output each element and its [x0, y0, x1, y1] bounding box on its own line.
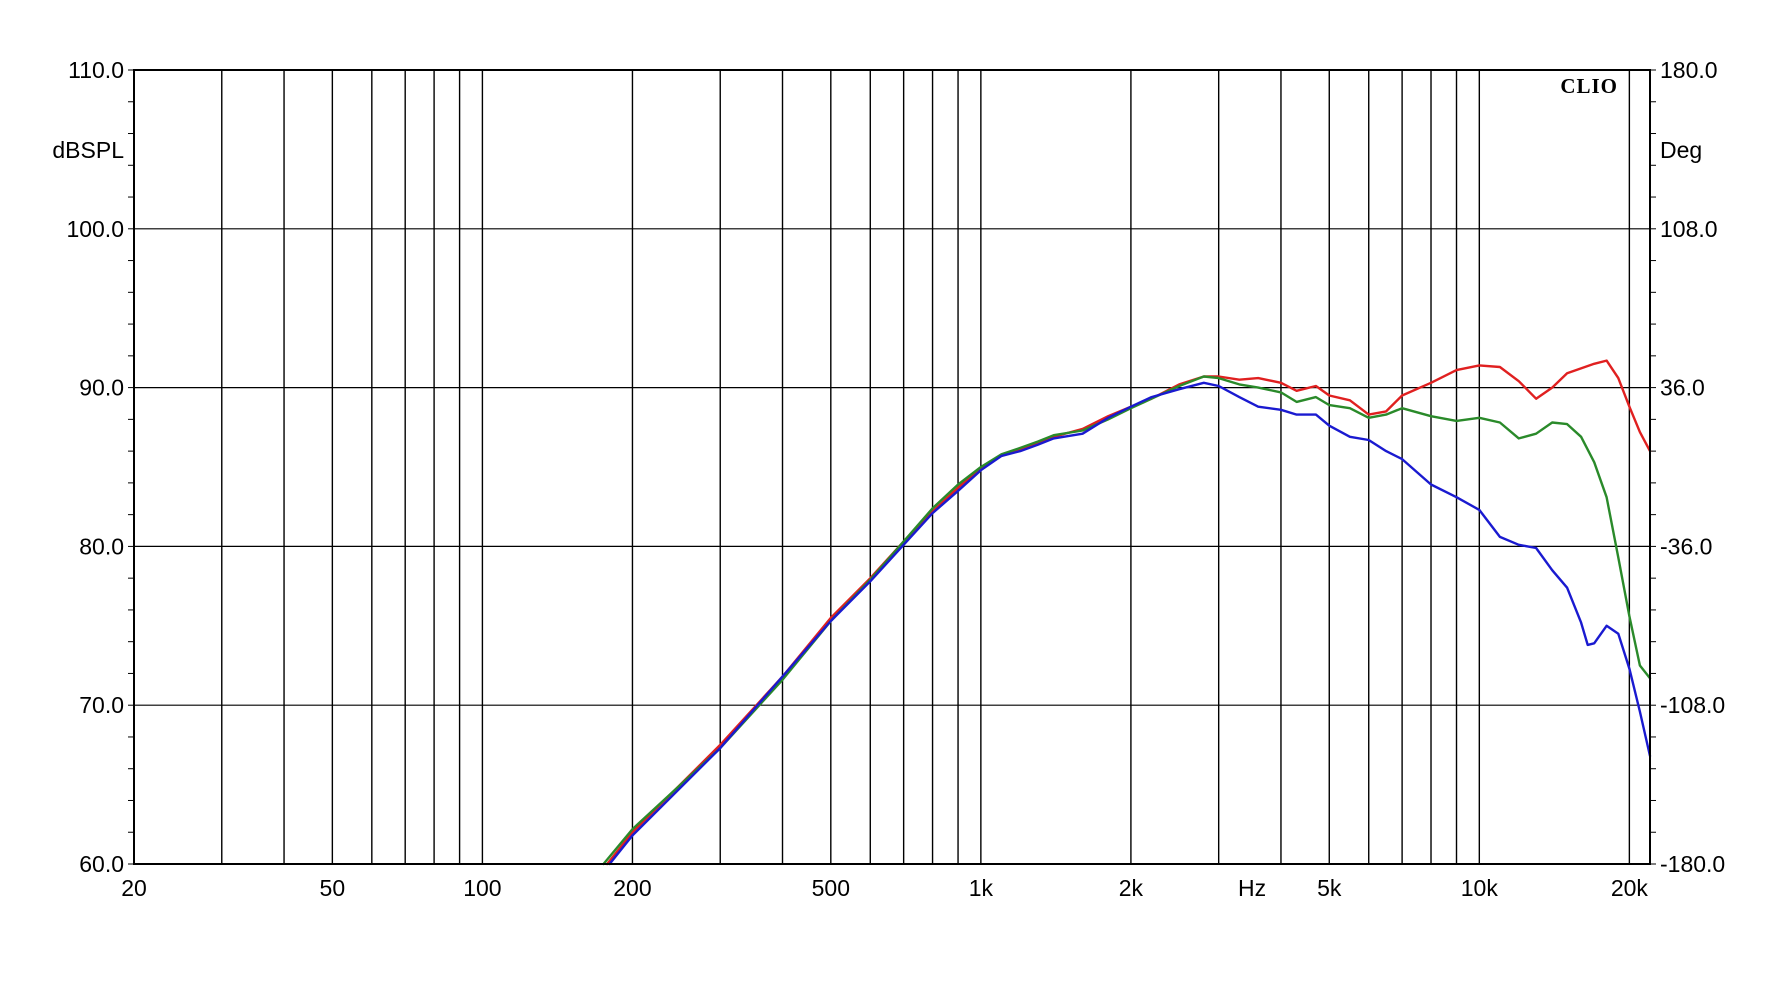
y-axis-right-unit: Deg	[1660, 137, 1702, 163]
plot-frame	[133, 69, 1651, 865]
x-tick-label: 1k	[969, 875, 994, 901]
y-left-tick-label: 90.0	[79, 375, 124, 401]
clio-brand-logo: CLIO	[1560, 74, 1618, 98]
series-layer	[602, 359, 1652, 866]
label-layer: dBSPL Deg Hz CLIO 20 50 100 200 500 1k 2k 5k 10k…	[52, 57, 1725, 901]
y-right-tick-label: -180.0	[1660, 851, 1725, 877]
y-left-tick-label: 60.0	[79, 851, 124, 877]
y-left-tick-label: 100.0	[66, 216, 124, 242]
x-tick-label: 5k	[1317, 875, 1342, 901]
y-axis-left-unit: dBSPL	[52, 137, 124, 163]
y-left-tick-label: 110.0	[68, 57, 124, 83]
series-line-1	[606, 359, 1652, 866]
x-tick-label: 200	[613, 875, 651, 901]
y-right-tick-label: -36.0	[1660, 533, 1712, 559]
x-tick-label: 10k	[1461, 875, 1499, 901]
y-right-tick-label: 36.0	[1660, 375, 1705, 401]
series-line-2	[602, 375, 1652, 866]
x-tick-label: 2k	[1119, 875, 1144, 901]
x-axis-unit: Hz	[1238, 875, 1266, 901]
x-tick-label: 50	[320, 875, 346, 901]
y-right-tick-label: -108.0	[1660, 692, 1725, 718]
x-tick-label: 100	[463, 875, 501, 901]
x-tick-label: 20k	[1611, 875, 1649, 901]
y-left-tick-label: 80.0	[79, 533, 124, 559]
y-right-tick-label: 180.0	[1660, 57, 1718, 83]
y-right-tick-label: 108.0	[1660, 216, 1718, 242]
series-line-3	[608, 381, 1652, 866]
x-tick-label: 20	[121, 875, 147, 901]
x-tick-label: 500	[812, 875, 850, 901]
y-left-tick-label: 70.0	[79, 692, 124, 718]
